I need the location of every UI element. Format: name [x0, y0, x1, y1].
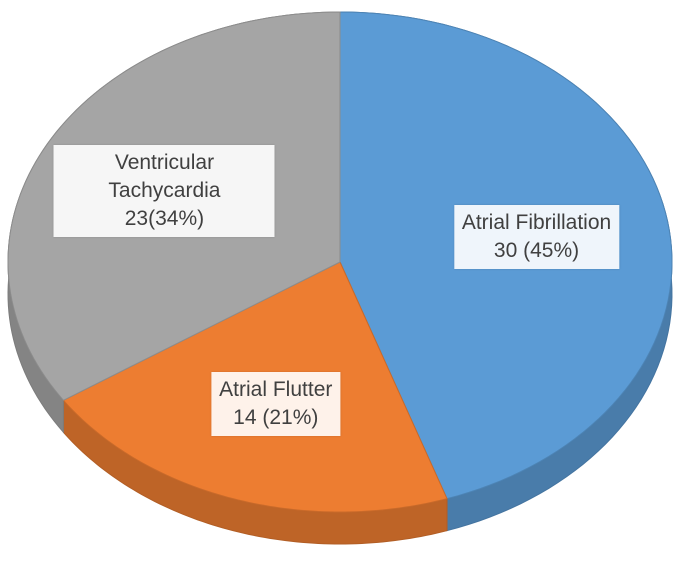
category: Atrial Flutter	[219, 377, 333, 401]
data-label: Atrial Flutter 14 (21%)	[211, 371, 341, 436]
category: Atrial Fibrillation	[461, 211, 612, 235]
value-label: 30 (45%)	[493, 239, 580, 263]
value-label: 23(34%)	[124, 207, 205, 231]
data-label: Atrial Fibrillation 30 (45%)	[453, 205, 620, 270]
data-label: Ventricular Tachycardia 23(34%)	[53, 145, 275, 238]
value-label: 14 (21%)	[233, 405, 319, 429]
category: Ventricular Tachycardia	[108, 151, 221, 203]
